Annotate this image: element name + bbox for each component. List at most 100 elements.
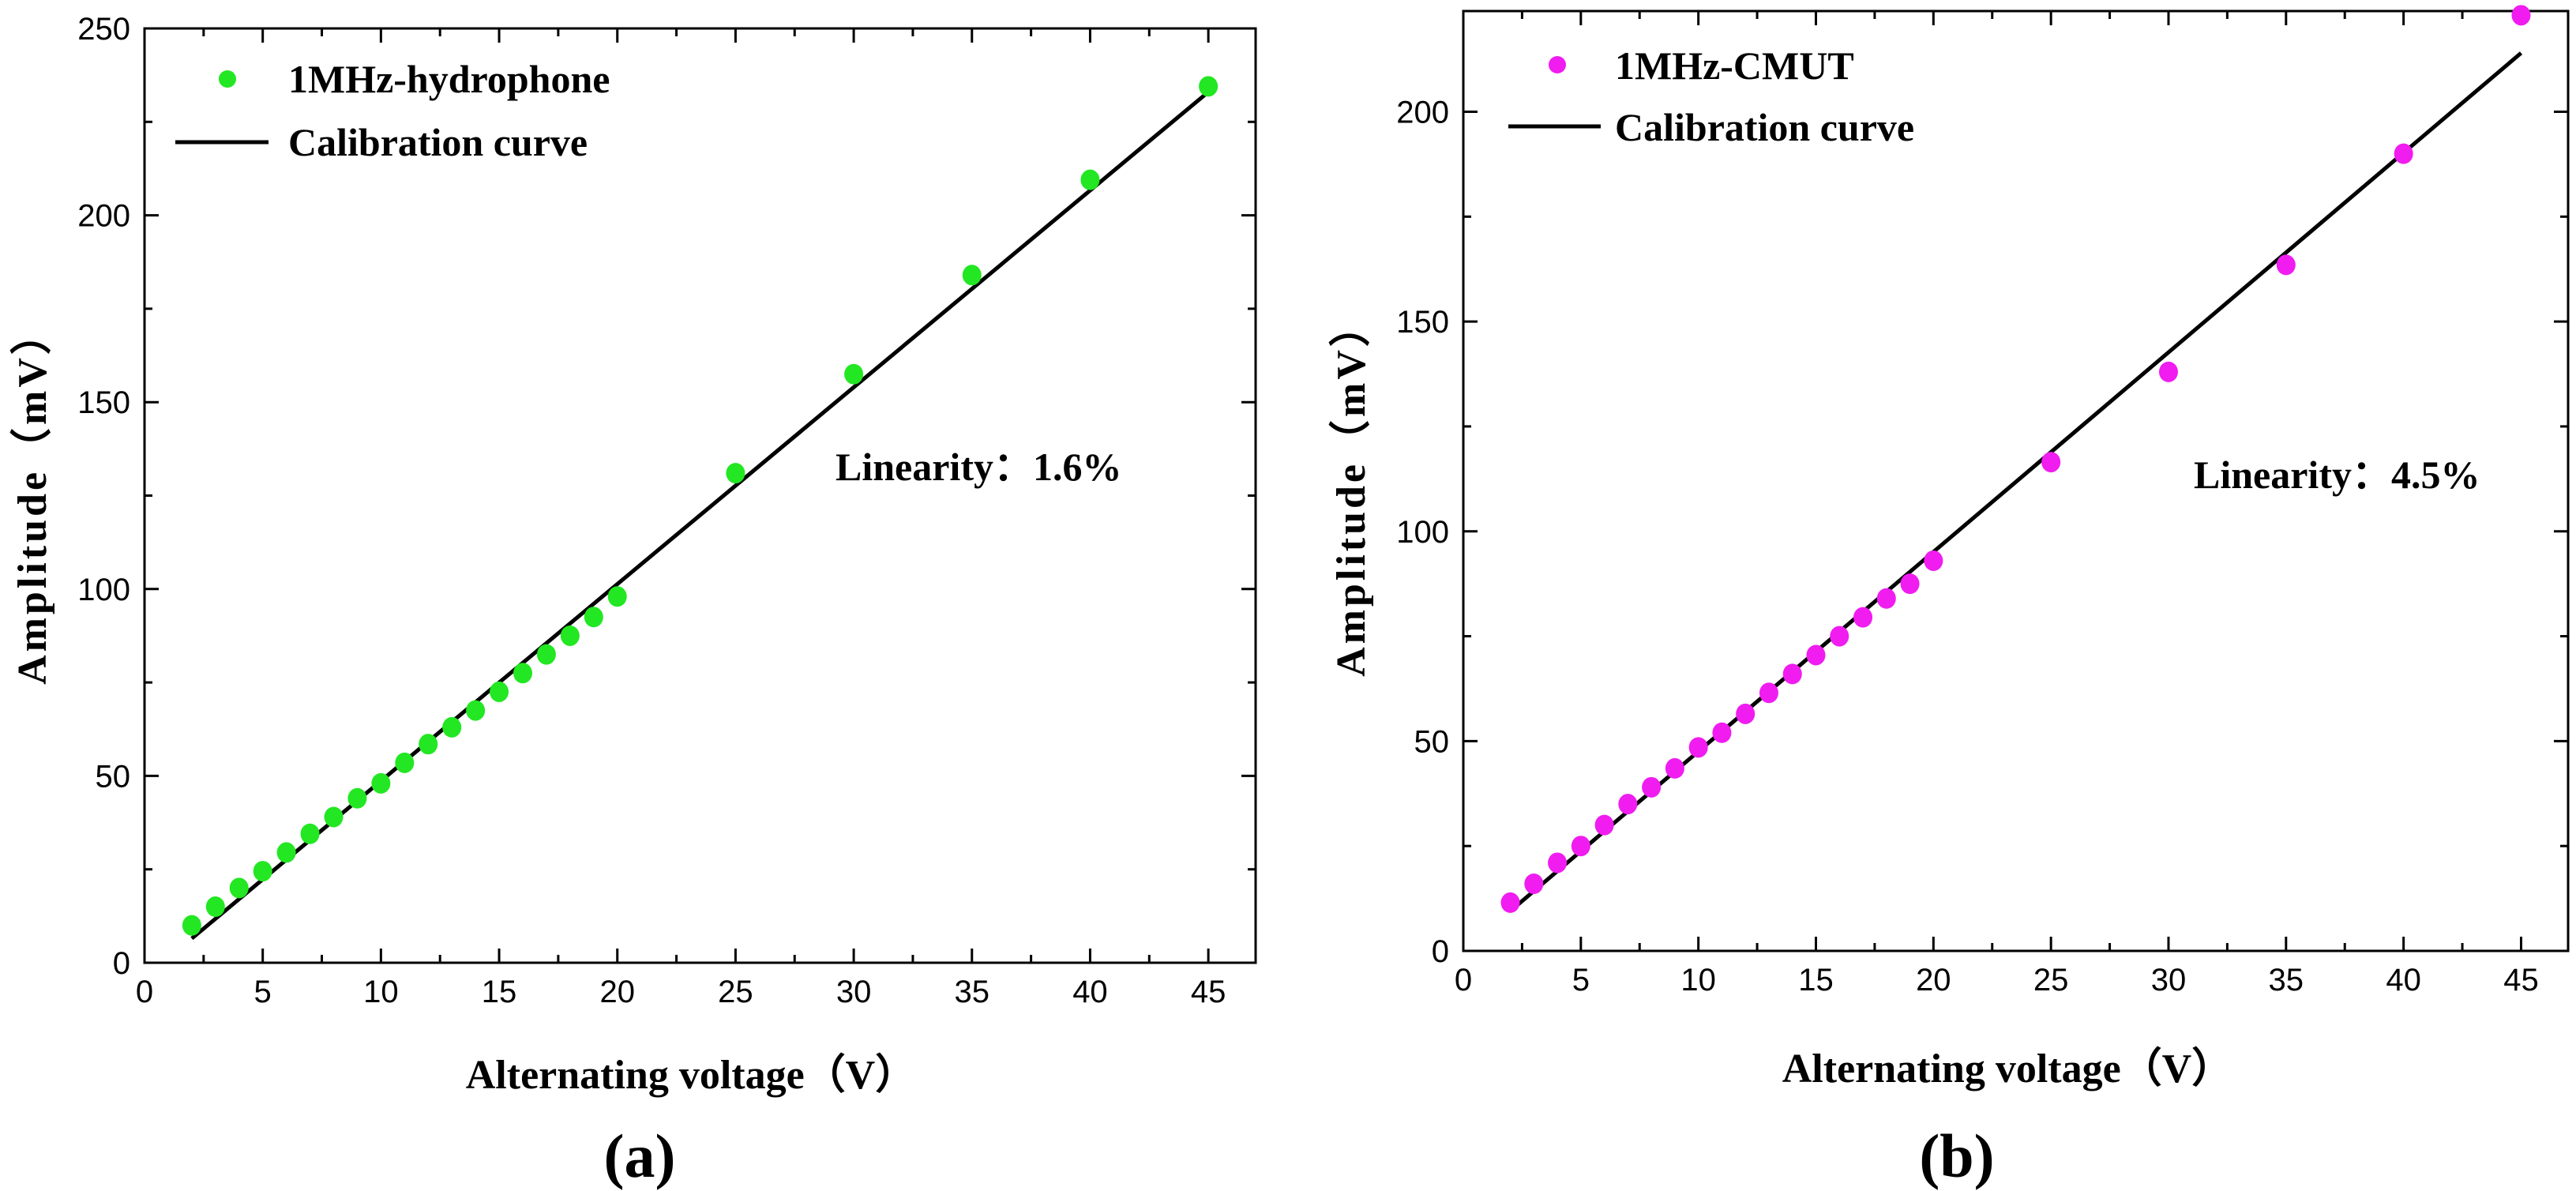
data-point <box>2158 361 2178 382</box>
x-tick-label: 40 <box>2386 963 2421 998</box>
x-tick-label: 25 <box>718 975 753 1009</box>
y-tick-label: 200 <box>1396 96 1449 130</box>
data-points <box>1500 5 2531 913</box>
data-point <box>536 644 556 665</box>
data-point <box>1199 76 1219 97</box>
y-tick-label: 50 <box>1414 724 1450 759</box>
chart-panel-a: 0 5 10 15 20 25 30 35 40 45 0 50 100 150 200 250 1MHz-h… <box>9 12 1257 1190</box>
panel-label-a: (a) <box>604 1121 676 1190</box>
linearity-annotation: Linearity：4.5% <box>2194 453 2480 497</box>
legend: 1MHz-hydrophone Calibration curve <box>175 57 610 164</box>
x-tick-label: 45 <box>2503 963 2539 998</box>
linearity-annotation: Linearity：1.6% <box>836 445 1121 489</box>
data-point <box>466 700 486 721</box>
legend: 1MHz-CMUT Calibration curve <box>1508 43 1914 149</box>
x-tick-label: 30 <box>2151 963 2187 998</box>
x-tick-label: 0 <box>136 975 153 1009</box>
x-tick-label: 10 <box>363 975 399 1009</box>
legend-marker-points <box>1549 56 1566 73</box>
x-tick-label: 10 <box>1680 963 1716 998</box>
data-point <box>1665 757 1684 779</box>
data-point <box>2394 143 2413 164</box>
y-tick-label: 150 <box>1396 305 1449 340</box>
x-tick-label: 5 <box>1572 963 1590 998</box>
data-point <box>1736 703 1756 724</box>
x-tick-label: 0 <box>1455 963 1472 998</box>
data-point <box>1712 722 1732 743</box>
y-axis-label: Amplitude（mV） <box>1328 302 1374 677</box>
data-point <box>1548 852 1568 874</box>
legend-label-points: 1MHz-CMUT <box>1615 43 1854 88</box>
x-tick-label: 20 <box>599 975 635 1009</box>
legend-label-points: 1MHz-hydrophone <box>288 57 610 101</box>
data-point <box>229 877 249 899</box>
x-tick-label: 35 <box>955 975 990 1009</box>
x-tick-label: 20 <box>1916 963 1951 998</box>
data-point <box>1642 776 1662 798</box>
data-point <box>419 734 438 755</box>
data-point <box>442 716 462 738</box>
data-point <box>1759 682 1778 704</box>
data-point <box>276 842 296 863</box>
y-tick-label: 250 <box>77 12 130 47</box>
x-tick-label: 35 <box>2269 963 2304 998</box>
data-point <box>2511 5 2531 26</box>
x-tick-label: 45 <box>1191 975 1226 1009</box>
data-point <box>395 752 415 773</box>
data-point <box>1806 644 1826 666</box>
data-point <box>1500 892 1520 913</box>
chart-panel-b: 0 5 10 15 20 25 30 35 40 45 0 50 100 150 200 1MHz-CMUT… <box>1328 5 2570 1190</box>
data-point <box>513 663 532 684</box>
y-tick-label: 150 <box>77 385 130 420</box>
x-tick-label: 15 <box>1798 963 1834 998</box>
data-point <box>1924 550 1943 571</box>
plot-area-frame <box>1462 9 2570 952</box>
data-point <box>1830 626 1849 647</box>
data-point <box>300 823 320 844</box>
plot-area-frame <box>143 27 1257 964</box>
y-tick-label: 0 <box>1432 934 1449 969</box>
data-point <box>324 806 344 828</box>
legend-label-line: Calibration curve <box>288 120 588 164</box>
data-point <box>2276 254 2296 276</box>
data-point <box>560 625 580 646</box>
y-tick-label: 200 <box>77 199 130 234</box>
data-points <box>182 76 1219 936</box>
data-point <box>347 787 367 809</box>
data-point <box>1080 169 1100 190</box>
x-tick-label: 5 <box>254 975 272 1009</box>
legend-marker-points <box>219 70 236 88</box>
y-tick-label: 50 <box>96 759 131 794</box>
data-point <box>2041 452 2061 473</box>
axis-ticks: 0 5 10 15 20 25 30 35 40 45 0 50 100 150 200 250 <box>77 12 1256 1009</box>
x-tick-label: 40 <box>1072 975 1108 1009</box>
data-point <box>1876 588 1896 609</box>
data-point <box>584 607 603 628</box>
data-point <box>1782 663 1802 685</box>
data-point <box>371 772 391 794</box>
y-tick-label: 100 <box>77 573 130 607</box>
y-axis-label: Amplitude（mV） <box>9 310 55 685</box>
x-axis-label: Alternating voltage（V） <box>1782 1046 2232 1091</box>
panel-label-b: (b) <box>1919 1121 1994 1190</box>
data-point <box>1571 836 1590 857</box>
x-tick-label: 30 <box>836 975 872 1009</box>
x-tick-label: 15 <box>482 975 517 1009</box>
data-point <box>1853 607 1873 628</box>
data-point <box>962 265 982 286</box>
data-point <box>726 463 745 484</box>
data-point <box>490 681 509 702</box>
data-point <box>205 896 225 918</box>
data-point <box>1594 814 1614 836</box>
data-point <box>1524 874 1544 894</box>
x-tick-label: 25 <box>2033 963 2069 998</box>
data-point <box>253 861 272 882</box>
calibration-line <box>190 90 1210 941</box>
data-point <box>1688 737 1708 758</box>
data-point <box>844 363 864 385</box>
axis-ticks: 0 5 10 15 20 25 30 35 40 45 0 50 100 150 200 <box>1396 11 2568 998</box>
data-point <box>1900 573 1920 595</box>
legend-label-line: Calibration curve <box>1615 105 1914 149</box>
calibration-curve-line <box>190 90 1210 941</box>
